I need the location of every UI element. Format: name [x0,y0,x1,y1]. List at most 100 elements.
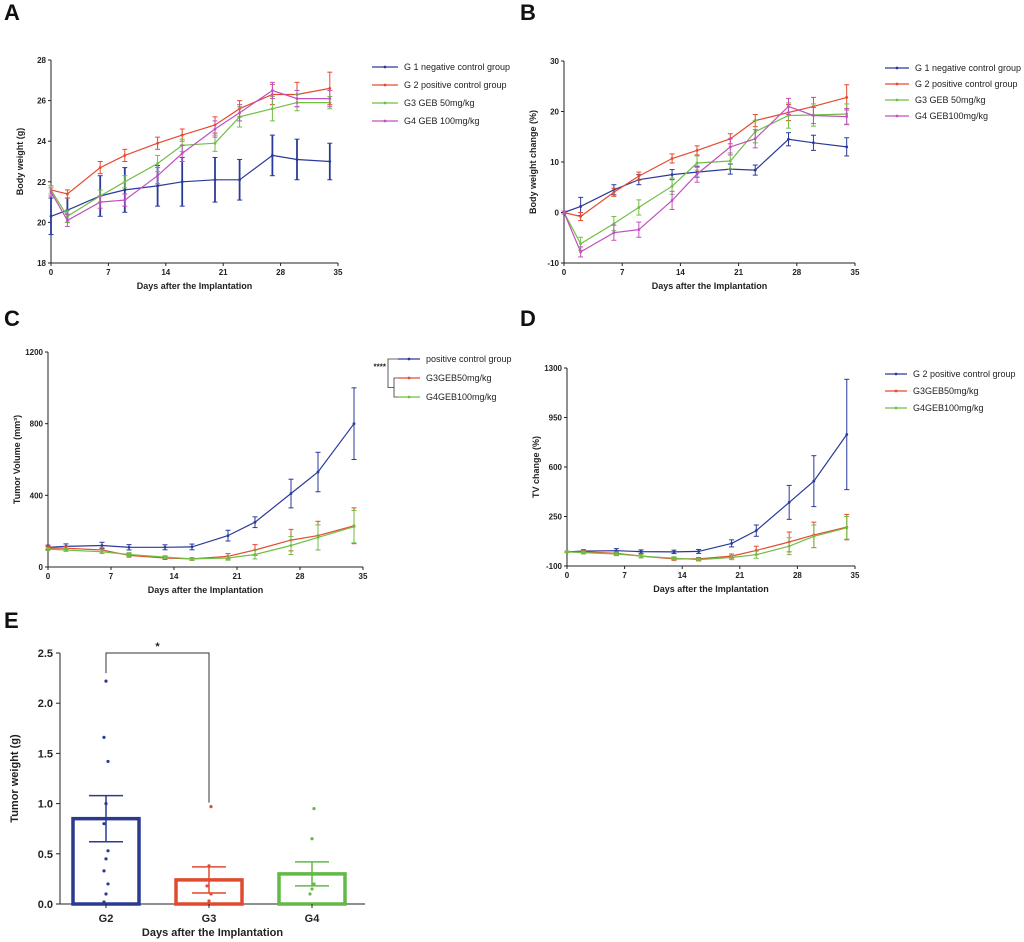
data-point [754,553,758,557]
x-tick-label: G3 [202,913,217,925]
data-point [753,168,757,172]
legend-label: G4 GEB100mg/kg [915,111,988,121]
significance-label: **** [374,363,387,372]
data-point [295,97,299,100]
bar-group-g3 [174,805,244,906]
x-tick-label: 35 [851,268,860,277]
data-point [209,892,213,896]
series-line [563,138,847,214]
data-point [106,849,110,853]
data-point [123,188,127,192]
x-tick-label: 35 [334,268,343,277]
series-line [47,423,355,548]
data-point [104,679,108,683]
data-point [672,550,676,554]
data-point [637,206,641,209]
legend-label: G3 GEB 50mg/kg [404,98,475,108]
panel-c-chart: 0 400 800 1200 0 7 14 21 28 35 Days after the Impl… [12,348,512,595]
data-point [190,557,194,561]
data-point [670,157,674,160]
series-g4 [561,97,850,258]
panel-letter-d: D [520,306,536,331]
data-point [730,556,733,559]
panel-letter-a: A [4,0,20,25]
data-point [213,141,217,145]
legend-marker [894,406,898,410]
panel-a-chart: 18 20 22 24 26 28 0 7 14 21 28 35 Days after the Imp… [15,56,510,291]
legend-label: G3GEB50mg/kg [913,386,979,396]
x-tick-label: 14 [676,268,685,277]
y-tick-label: 28 [37,56,46,65]
data-point [100,550,104,554]
data-point [328,97,332,100]
data-point [102,822,106,826]
x-tick-label: 0 [46,572,51,581]
legend-marker [407,395,411,399]
data-point [787,137,790,141]
data-point [562,211,566,214]
x-tick-label: 28 [276,268,285,277]
x-axis-title: Days after the Implantation [653,584,769,594]
x-tick-label: 21 [233,572,242,581]
legend-label: G 2 positive control group [915,79,1018,89]
legend-label: G3 GEB 50mg/kg [915,95,986,105]
series-line [566,434,848,553]
y-tick-label: 2.0 [38,698,53,710]
y-tick-label: 0 [555,209,560,218]
legend-marker [383,101,387,105]
x-tick-label: 21 [219,268,228,277]
x-tick-label: 7 [622,571,627,580]
x-tick-label: G2 [99,913,114,925]
data-point [695,148,699,152]
x-tick-label: 28 [296,572,305,581]
x-tick-label: 0 [565,571,570,580]
data-point [316,470,320,474]
data-point [98,166,102,169]
data-point [163,555,167,559]
significance-bracket [387,358,398,388]
data-point [106,882,110,886]
series-g3 [561,102,850,251]
data-point [787,500,791,504]
data-point [104,892,108,896]
y-axis-title: Tumor weight (g) [9,734,21,823]
y-tick-label: 26 [37,97,46,106]
data-point [728,159,732,163]
x-tick-label: 28 [792,268,801,277]
bar-group-g4 [277,807,347,906]
data-point [49,190,53,194]
panel-letter-e: E [4,608,19,633]
data-point [104,857,108,861]
data-point [163,545,167,549]
data-point [156,141,160,145]
x-tick-label: 14 [161,268,170,277]
data-point [289,544,293,547]
data-point [127,553,131,556]
series-line [563,105,847,253]
series-g1 [48,134,333,236]
data-point [697,550,701,553]
legend-label: positive control group [426,354,512,364]
data-point [46,547,50,551]
y-tick-label: 10 [550,158,559,167]
data-point [180,151,184,155]
data-point [238,111,242,115]
data-point [213,127,217,131]
data-point [579,215,583,218]
y-tick-label: 1300 [544,364,562,373]
y-tick-label: 250 [549,513,563,522]
panel-d-chart: -100 250 600 950 1300 0 7 14 21 28 35 Days after th… [531,364,1016,594]
legend-marker [895,114,899,118]
data-point [565,550,569,554]
data-point [102,869,106,873]
data-point [812,534,816,538]
y-tick-label: 22 [37,178,46,187]
y-tick-label: 2.5 [38,648,53,660]
legend-marker [383,83,387,87]
x-tick-label: 7 [109,572,114,581]
data-point [271,89,274,92]
data-point [123,180,127,184]
data-point [209,805,213,809]
data-point [127,545,131,549]
